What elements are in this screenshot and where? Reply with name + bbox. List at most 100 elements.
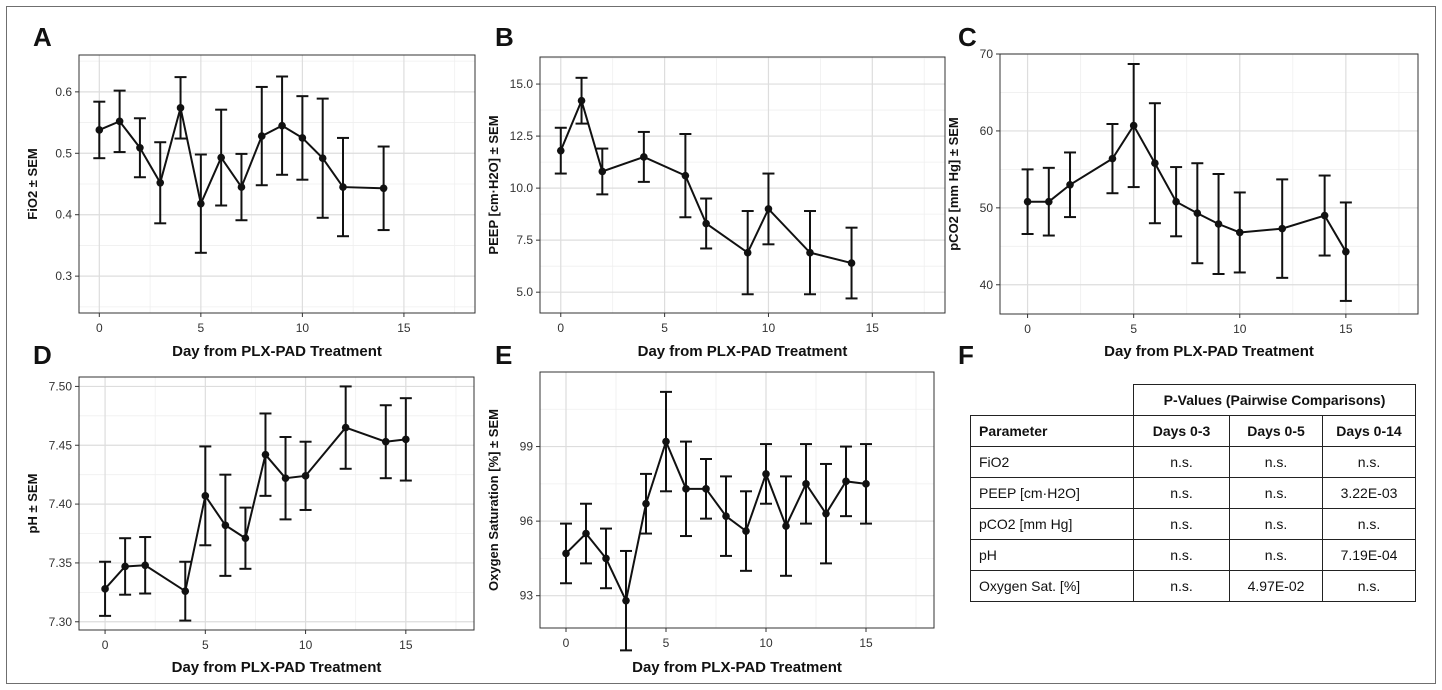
data-point [1151, 159, 1159, 168]
data-point [743, 248, 752, 257]
x-tick-label: 0 [557, 321, 564, 335]
x-tick-label: 0 [96, 321, 103, 335]
data-point [806, 248, 814, 257]
data-point [562, 549, 570, 558]
data-point [217, 153, 225, 162]
data-point [577, 96, 586, 105]
data-point [1214, 220, 1223, 228]
y-tick-label: 7.30 [49, 615, 73, 629]
data-point [1066, 180, 1074, 189]
data-point [764, 205, 773, 213]
data-point [1342, 247, 1350, 256]
y-tick-label: 10.0 [510, 181, 534, 195]
y-tick-label: 7.5 [516, 233, 533, 247]
y-tick-label: 93 [520, 589, 534, 603]
table-row: pCO2 [mm Hg] n.s. n.s. n.s. [970, 508, 1416, 540]
table-cell: n.s. [1133, 570, 1230, 602]
data-point [681, 171, 690, 180]
chart-c-pco2: 0 5 10 15 40 50 60 70 Day from PLX-PAD Treatment… [946, 47, 1419, 360]
table-cell: n.s. [1229, 477, 1323, 509]
series-line [565, 438, 867, 604]
data-point [1023, 197, 1032, 206]
data-point [802, 480, 810, 488]
y-tick-label: 5.0 [516, 285, 533, 299]
table-column-header: Days 0-3 [1133, 415, 1230, 447]
table-row: pH n.s. n.s. 7.19E-04 [970, 539, 1416, 571]
data-point [782, 522, 790, 530]
data-point [181, 587, 190, 595]
panel-label-f: F [958, 340, 974, 370]
x-tick-label: 0 [563, 636, 570, 650]
data-point [598, 167, 607, 176]
data-point [156, 178, 165, 187]
table-row: FiO2 n.s. n.s. n.s. [970, 446, 1416, 478]
panel-label-d: D [33, 340, 52, 370]
table-cell: n.s. [1229, 508, 1323, 540]
panel-label-e: E [495, 340, 513, 370]
data-point [95, 126, 104, 134]
y-axis-label: pCO2 [mm Hg] ± SEM [946, 117, 961, 251]
table-cell-parameter: PEEP [cm·H2O] [970, 477, 1134, 509]
table-cell: n.s. [1133, 539, 1230, 571]
data-point [1235, 228, 1244, 237]
data-point [281, 474, 290, 483]
x-tick-label: 10 [299, 638, 313, 652]
table-cell: n.s. [1229, 539, 1323, 571]
chart-a-fio2: 0 5 10 15 0.3 0.4 0.5 0.6 Day from PLX-PAD Treat… [25, 54, 476, 360]
x-tick-label: 5 [198, 321, 205, 335]
series-line [559, 97, 852, 265]
data-point [1108, 154, 1117, 163]
data-point [221, 521, 230, 530]
table-cell: n.s. [1133, 508, 1230, 540]
x-tick-label: 5 [661, 321, 668, 335]
x-tick-label: 10 [296, 321, 310, 335]
chart-e-oxygen-saturation: 0 5 10 15 93 96 99 Day from PLX-PAD Treatment Ox… [486, 371, 935, 676]
data-point [642, 499, 650, 508]
x-tick-label: 5 [1130, 322, 1137, 336]
data-point [1193, 209, 1202, 218]
panel-label-c: C [958, 22, 977, 52]
y-tick-label: 0.4 [55, 208, 72, 222]
y-tick-label: 12.5 [510, 129, 534, 143]
y-axis-label: Oxygen Saturation [%] ± SEM [486, 409, 501, 591]
data-point [722, 512, 730, 520]
x-tick-label: 10 [1233, 322, 1247, 336]
y-tick-label: 96 [520, 514, 534, 528]
table-header-row: Parameter Days 0-3 Days 0-5 Days 0-14 [970, 415, 1416, 447]
data-point [261, 450, 270, 459]
x-tick-label: 0 [102, 638, 109, 652]
panel-label-b: B [495, 22, 514, 52]
data-point [402, 435, 410, 444]
data-point [702, 219, 710, 228]
y-axis-label: FiO2 ± SEM [25, 148, 40, 219]
y-tick-label: 7.35 [49, 556, 73, 570]
data-point [1172, 197, 1180, 206]
table-cell-parameter: FiO2 [970, 446, 1134, 478]
table-column-header: Parameter [970, 415, 1134, 447]
y-tick-label: 50 [980, 201, 994, 215]
x-tick-label: 15 [866, 321, 880, 335]
data-point [862, 480, 870, 488]
data-point [298, 134, 307, 142]
x-tick-label: 15 [1339, 322, 1353, 336]
y-axis-label: pH ± SEM [25, 474, 40, 534]
data-point [682, 485, 690, 493]
data-point [622, 596, 630, 605]
y-tick-label: 7.40 [49, 497, 73, 511]
plot-border [78, 54, 476, 314]
data-point [136, 143, 144, 152]
data-point [201, 492, 210, 500]
chart-b-peep: 0 5 10 15 5.0 7.5 10.0 12.5 15.0 Day from PLX-PAD… [486, 56, 946, 360]
table-cell: n.s. [1229, 446, 1323, 478]
y-tick-label: 7.45 [49, 438, 73, 452]
data-point [278, 121, 286, 130]
data-point [556, 146, 565, 155]
y-tick-label: 0.6 [55, 85, 72, 99]
plot-border [539, 371, 935, 629]
y-tick-label: 15.0 [510, 77, 534, 91]
y-tick-label: 99 [520, 440, 534, 454]
table-row: PEEP [cm·H2O] n.s. n.s. 3.22E-03 [970, 477, 1416, 509]
data-point [197, 199, 205, 208]
data-point [742, 527, 750, 535]
table-blank-cell [971, 385, 1134, 416]
